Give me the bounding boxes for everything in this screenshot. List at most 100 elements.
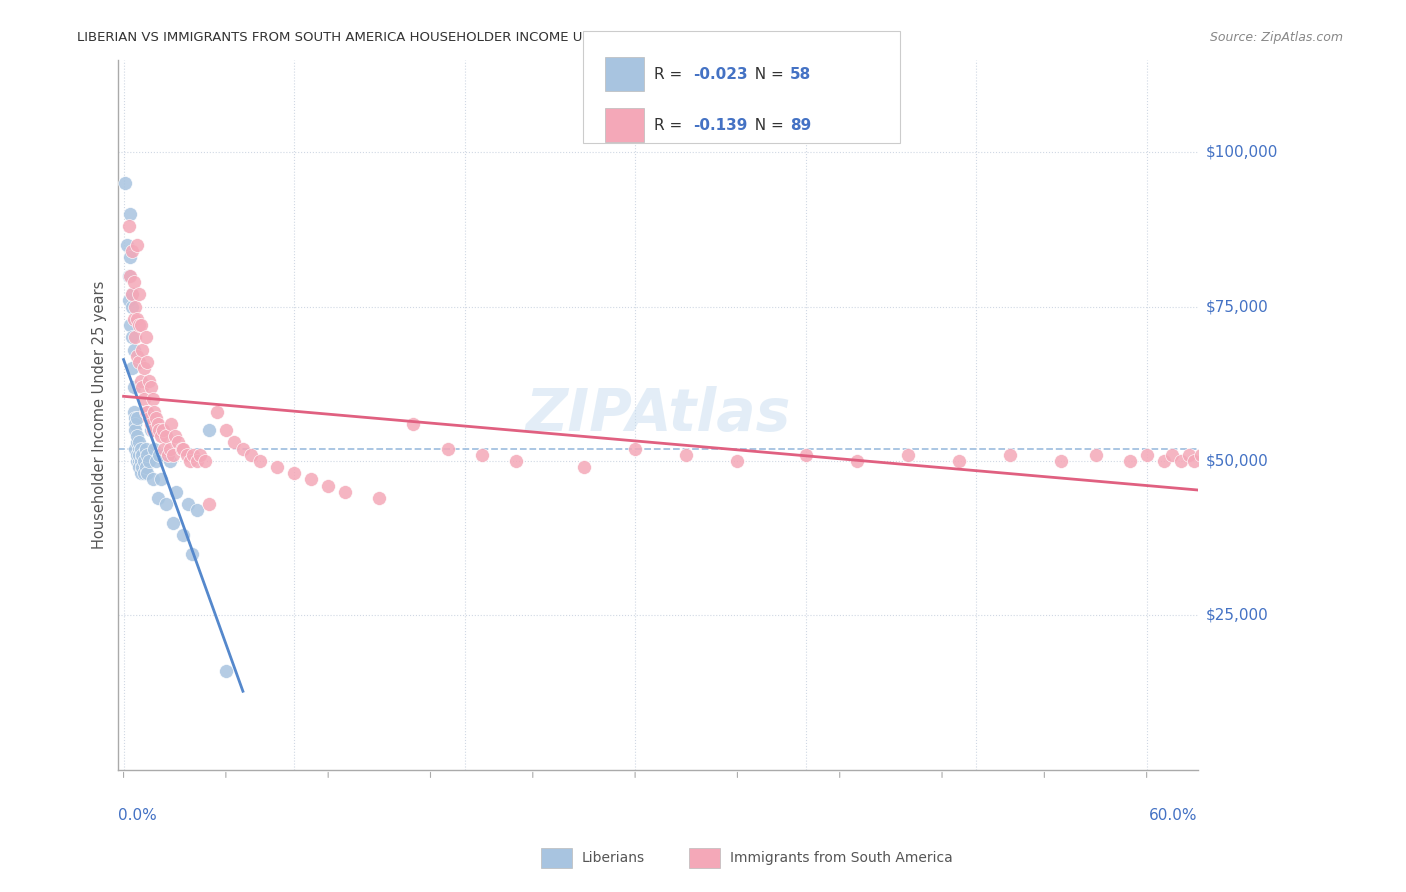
Point [1136,448,1159,462]
Point [155,429,177,443]
Point [120,250,142,264]
Point [146,491,169,505]
Point [240,448,263,462]
Point [163,429,186,443]
Point [122,343,145,357]
Point [198,423,221,437]
Point [118,219,141,234]
Text: N =: N = [745,118,789,133]
Point [1170,454,1192,468]
Point [471,448,494,462]
Point [135,404,157,418]
Point [127,349,149,363]
Point [141,423,163,437]
Point [152,423,174,437]
Point [215,423,238,437]
Point [845,454,868,468]
Point [138,410,160,425]
Point [124,423,146,437]
Point [135,330,157,344]
Point [180,547,202,561]
Point [897,448,920,462]
Point [215,664,238,678]
Point [194,454,217,468]
Point [136,448,159,462]
Point [176,448,198,462]
Point [132,467,155,481]
Point [1189,448,1212,462]
Point [124,300,146,314]
Text: -0.023: -0.023 [693,67,748,82]
Text: ZIPAtlas: ZIPAtlas [526,386,790,443]
Point [124,442,146,456]
Point [198,497,221,511]
Point [139,423,162,437]
Point [249,454,271,468]
Text: 89: 89 [790,118,811,133]
Point [127,448,149,462]
Point [139,380,162,394]
Point [1195,590,1218,604]
Point [179,454,201,468]
Point [127,429,149,443]
Point [1161,448,1184,462]
Point [131,380,153,394]
Point [368,491,391,505]
Point [121,287,143,301]
Point [1000,448,1022,462]
Point [186,454,208,468]
Point [624,442,647,456]
Point [165,484,187,499]
Point [128,448,150,462]
Point [402,417,425,431]
Point [143,442,166,456]
Point [128,318,150,332]
Text: $50,000: $50,000 [1206,453,1268,468]
Point [129,442,152,456]
Point [141,472,163,486]
Point [148,423,170,437]
Point [128,355,150,369]
Point [128,460,150,475]
Point [172,528,194,542]
Point [121,361,143,376]
Point [162,448,184,462]
Point [160,417,183,431]
Point [121,244,143,258]
Point [138,374,160,388]
Text: 58: 58 [790,67,811,82]
Text: $100,000: $100,000 [1206,145,1278,160]
Point [115,237,138,252]
Point [132,361,155,376]
Point [121,330,143,344]
Point [122,380,145,394]
Point [127,237,149,252]
Point [132,392,155,406]
Text: 0.0%: 0.0% [118,808,157,823]
Point [186,503,208,517]
Point [159,454,181,468]
Point [153,442,176,456]
Point [120,207,142,221]
Point [1178,448,1201,462]
Point [183,448,205,462]
Point [266,460,288,475]
Point [150,472,173,486]
Point [207,404,229,418]
Text: LIBERIAN VS IMMIGRANTS FROM SOUTH AMERICA HOUSEHOLDER INCOME UNDER 25 YEARS CORR: LIBERIAN VS IMMIGRANTS FROM SOUTH AMERIC… [77,31,835,45]
Point [150,429,173,443]
Text: Immigrants from South America: Immigrants from South America [730,851,952,865]
Point [505,454,527,468]
Point [188,448,211,462]
Point [127,435,149,450]
Text: N =: N = [745,67,789,82]
Text: $25,000: $25,000 [1206,607,1268,623]
Point [159,442,181,456]
Point [136,467,159,481]
Point [129,318,152,332]
Point [1153,454,1175,468]
Point [120,318,142,332]
Point [572,460,595,475]
Point [948,454,970,468]
Point [316,478,339,492]
